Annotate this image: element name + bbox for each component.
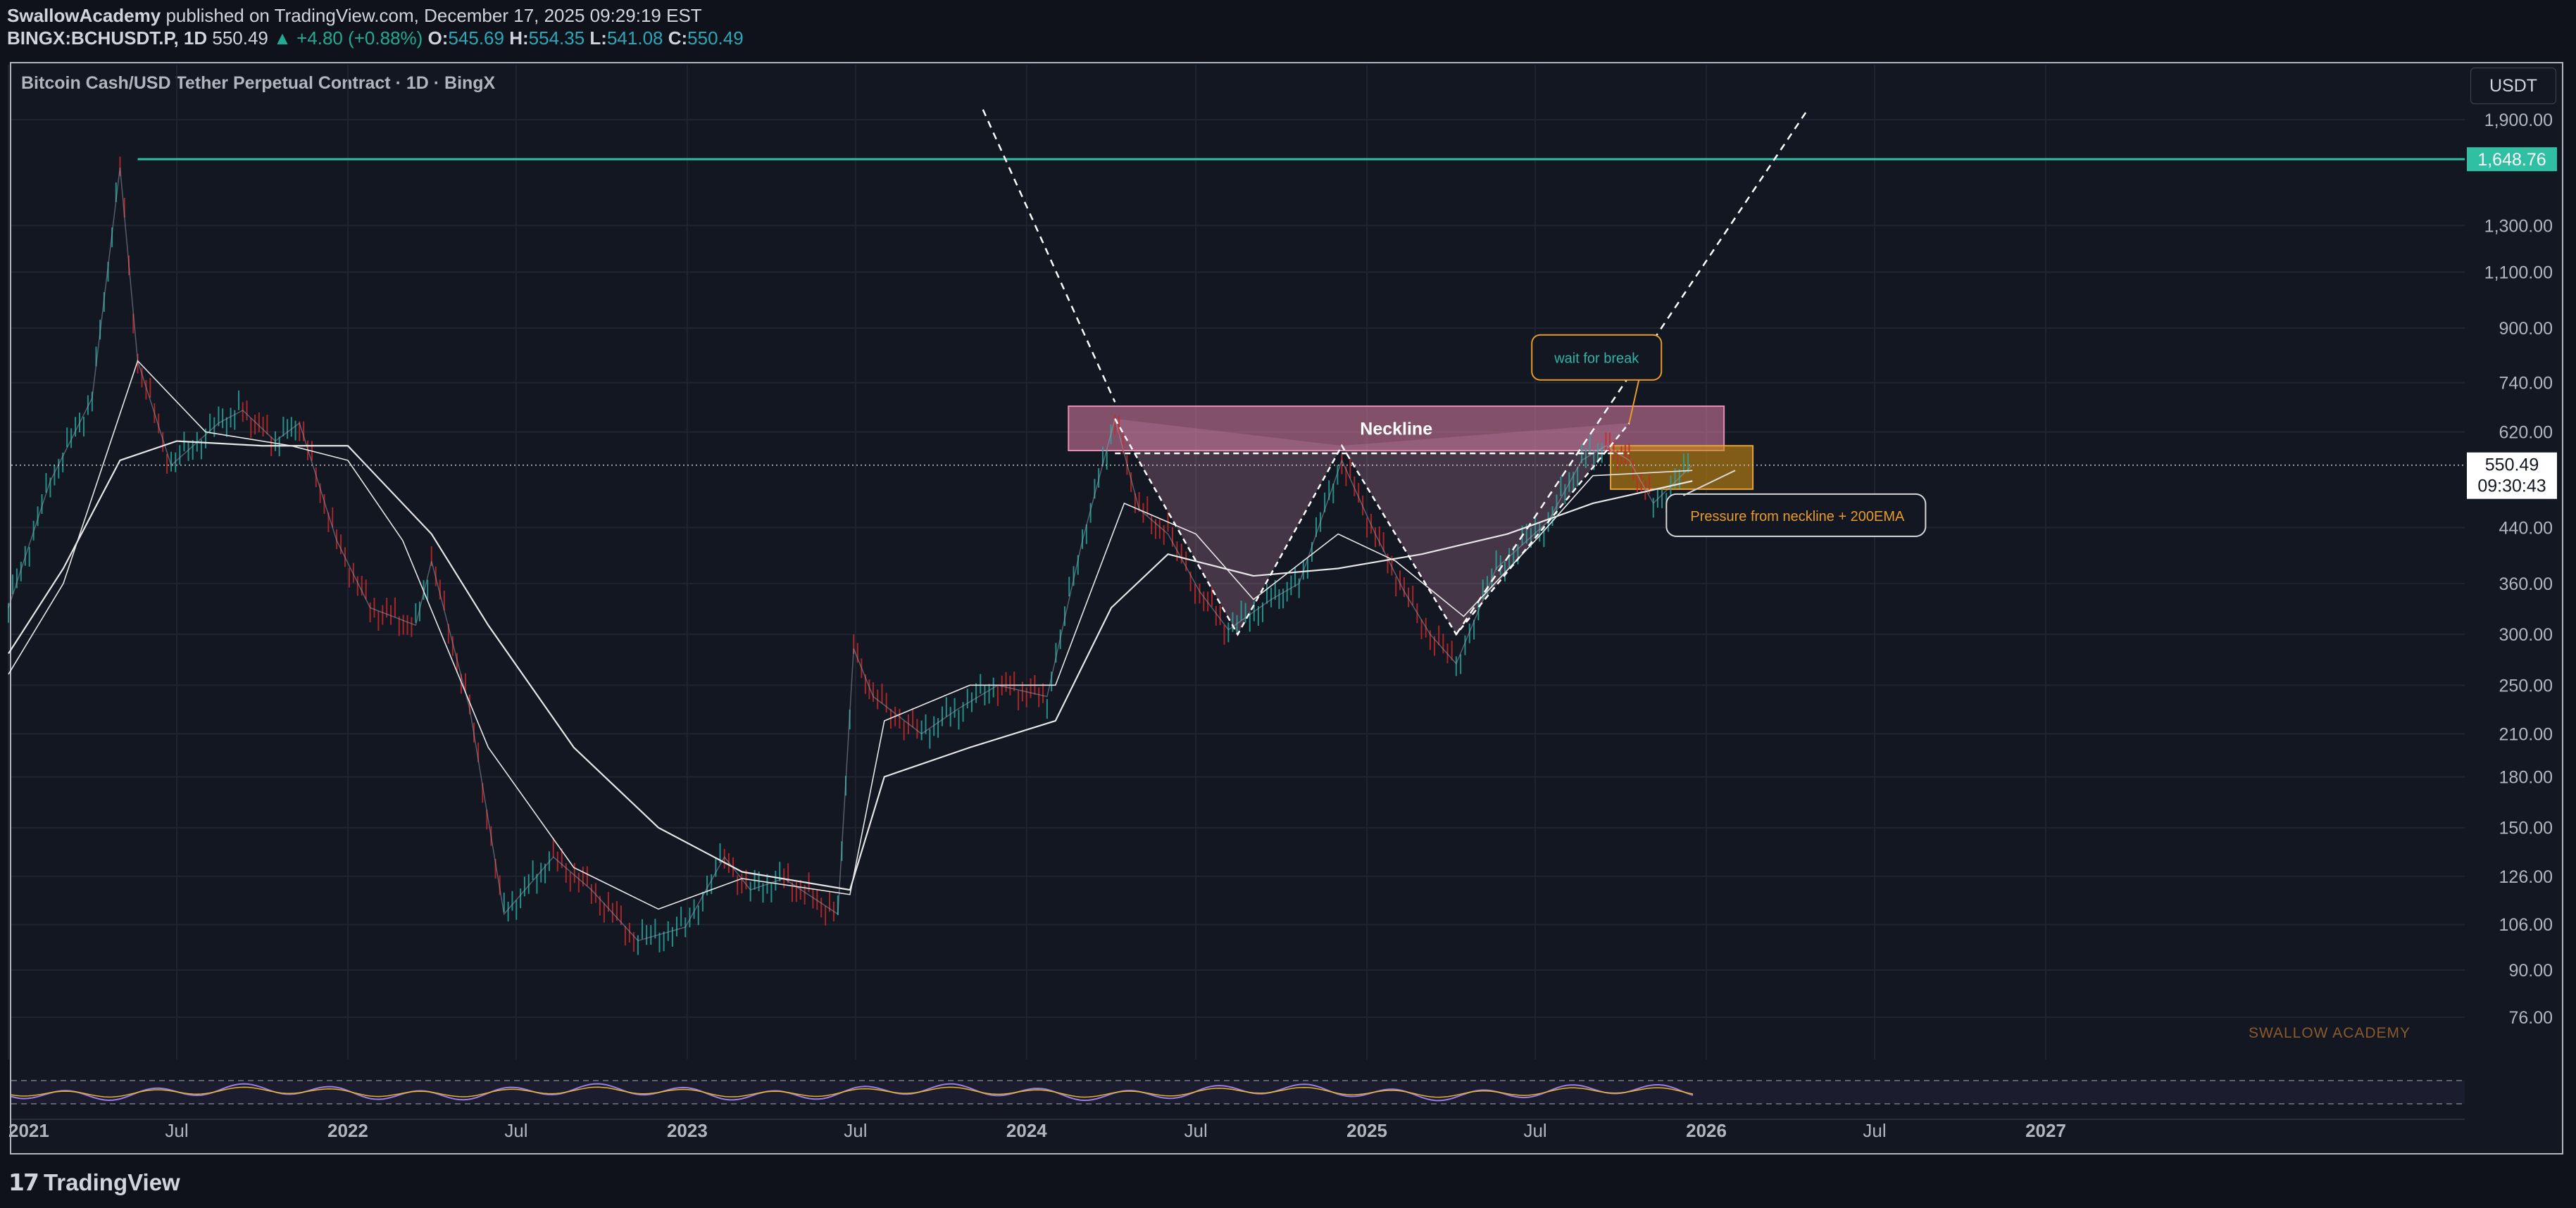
tradingview-logo[interactable]: 17 TradingView	[8, 1169, 180, 1196]
x-tick-label: 2022	[327, 1120, 368, 1141]
pressure-zone	[1610, 445, 1754, 490]
open-label: O:	[427, 27, 449, 49]
pressure-label: Pressure from neckline + 200EMA	[1690, 509, 1905, 524]
y-tick-label: 76.00	[2508, 1008, 2553, 1028]
close-value: 550.49	[687, 27, 744, 49]
header-line-2: BINGX:BCHUSDT.P, 1D 550.49 ▲ +4.80 (+0.8…	[7, 27, 744, 49]
x-tick-label: 2025	[1346, 1120, 1387, 1141]
rsi-band-fill	[11, 1081, 2465, 1104]
countdown-text: 09:30:43	[2477, 477, 2546, 496]
price-labels-layer: 1,648.76 550.49 09:30:43	[11, 147, 2557, 499]
x-tick-label: Jul	[1184, 1120, 1208, 1141]
last-price-text: 550.49	[2485, 455, 2539, 475]
pressure-callout	[1665, 493, 1927, 537]
y-tick-label: 1,100.00	[2484, 263, 2553, 282]
tradingview-logo-icon: 17	[8, 1169, 39, 1196]
tradingview-logo-text: TradingView	[43, 1169, 180, 1195]
y-tick-label: 250.00	[2499, 676, 2553, 696]
low-value: 541.08	[606, 27, 663, 49]
y-tick-label: 1,300.00	[2484, 216, 2553, 236]
low-label: L:	[589, 27, 607, 49]
level-price-text: 1,648.76	[2477, 150, 2546, 170]
rsi-line	[11, 1083, 1694, 1102]
drawings-layer: wait for break Pressure from neckline + 2…	[137, 108, 2465, 1041]
header-line-1: SwallowAcademy published on TradingView.…	[7, 4, 702, 27]
x-tick-label: Jul	[1523, 1120, 1546, 1141]
y-tick-label: 740.00	[2499, 374, 2553, 394]
y-tick-label: 150.00	[2499, 819, 2553, 838]
ema-fast-line	[8, 360, 1693, 910]
y-tick-label: 90.00	[2508, 961, 2553, 981]
callout-pointer	[1628, 379, 1640, 424]
axes-layer: 76.00 90.00 106.00 126.00 150.00 180.00 210.00…	[8, 111, 2553, 1141]
series-layer	[8, 156, 1693, 955]
wait-for-break-label: wait for break	[1553, 351, 1639, 367]
x-tick-label: Jul	[1863, 1120, 1886, 1141]
zones-layer: Neckline	[1068, 405, 1754, 635]
y-tick-label: 126.00	[2499, 867, 2553, 887]
high-label: H:	[509, 27, 529, 49]
change-value: ▲ +4.80 (+0.88%)	[273, 27, 423, 49]
x-tick-label: Jul	[504, 1120, 527, 1141]
high-value: 554.35	[528, 27, 585, 49]
downtrend-projection	[982, 109, 1116, 403]
rsi-ma-line	[11, 1086, 1694, 1098]
level-price-tag	[2467, 147, 2557, 172]
right-trough-shading	[1342, 423, 1630, 635]
chart-frame	[10, 62, 2563, 1154]
double-bottom-path	[1114, 418, 1630, 636]
last-price: 550.49	[212, 27, 268, 49]
pressure-callout-pointer	[1682, 470, 1736, 496]
rsi-pane	[11, 1080, 2465, 1120]
y-tick-label: 440.00	[2499, 518, 2553, 538]
swallow-academy-watermark: SWALLOW ACADEMY	[2249, 1025, 2411, 1041]
currency-button[interactable]: USDT	[2470, 68, 2556, 104]
close-label: C:	[668, 27, 688, 49]
y-tick-label: 300.00	[2499, 625, 2553, 645]
wait-for-break-callout	[1531, 334, 1663, 381]
open-value: 545.69	[448, 27, 504, 49]
symbol-label: BINGX:BCHUSDT.P, 1D	[7, 27, 208, 49]
author-name[interactable]: SwallowAcademy	[7, 5, 161, 26]
neckline-label: Neckline	[1360, 420, 1432, 439]
price-line	[8, 167, 1693, 942]
y-tick-label: 900.00	[2499, 319, 2553, 339]
published-text: published on TradingView.com, December 1…	[165, 5, 702, 26]
x-tick-label: 2027	[2025, 1120, 2066, 1141]
y-tick-label: 210.00	[2499, 724, 2553, 744]
left-trough-shading	[1115, 418, 1342, 635]
x-tick-label: 2024	[1006, 1120, 1047, 1141]
y-tick-label: 180.00	[2499, 767, 2553, 787]
grid-lines	[8, 65, 2465, 1059]
chart-title: Bitcoin Cash/USD Tether Perpetual Contra…	[21, 73, 496, 93]
x-tick-label: 2026	[1686, 1120, 1727, 1141]
x-tick-label: 2021	[8, 1120, 49, 1141]
y-tick-label: 106.00	[2499, 915, 2553, 935]
y-tick-label: 1,900.00	[2484, 111, 2553, 130]
x-tick-label: Jul	[844, 1120, 867, 1141]
uptrend-projection	[1455, 108, 1809, 635]
x-tick-label: 2023	[667, 1120, 708, 1141]
x-tick-label: Jul	[165, 1120, 188, 1141]
y-tick-label: 360.00	[2499, 574, 2553, 594]
neckline-zone	[1068, 405, 1725, 452]
last-price-tag	[2467, 452, 2557, 499]
y-tick-label: 620.00	[2499, 423, 2553, 443]
ema-200-line	[8, 440, 1693, 891]
